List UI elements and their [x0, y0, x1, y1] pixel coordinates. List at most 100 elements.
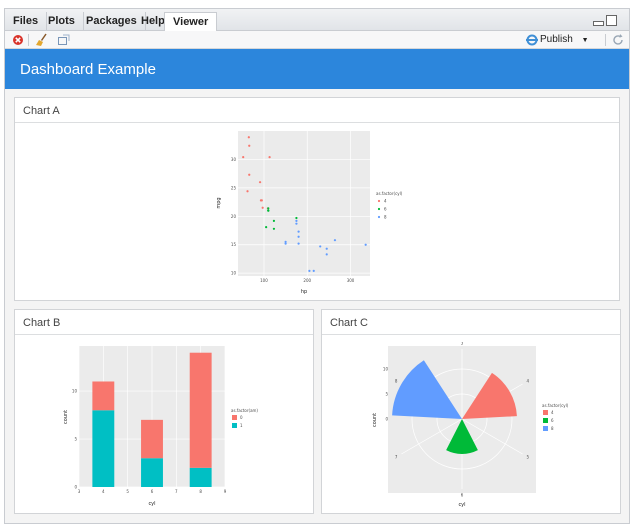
- card-title: Chart C: [330, 317, 368, 329]
- tab-label: Packages: [86, 15, 137, 27]
- publish-label: Publish: [540, 34, 573, 45]
- legend-key: [377, 215, 381, 219]
- theta-tick-label: 3: [461, 342, 464, 346]
- card-title: Chart A: [23, 105, 60, 117]
- legend-label: 6: [551, 418, 554, 423]
- bar-segment: [189, 467, 212, 487]
- x-tick-label: 100: [260, 278, 268, 283]
- y-tick-label: 10: [231, 271, 237, 276]
- r-tick-label: 10: [383, 367, 389, 372]
- x-tick-label: 6: [151, 489, 154, 494]
- plot-panel: [238, 131, 370, 276]
- legend-label: 4: [384, 199, 387, 204]
- legend-key: [232, 423, 237, 428]
- data-point: [260, 199, 263, 202]
- y-tick-label: 0: [74, 485, 77, 490]
- tab-files[interactable]: Files: [5, 12, 48, 31]
- publish-icon[interactable]: [525, 33, 539, 47]
- tab-plots[interactable]: Plots: [40, 12, 84, 31]
- data-point: [295, 222, 298, 225]
- data-point: [267, 207, 270, 210]
- data-point: [268, 156, 271, 159]
- card-chart-c: Chart C 3 4 5 6 7 8 0 5 10 cyl count as.factor(c…: [321, 309, 621, 514]
- data-point: [246, 190, 249, 193]
- data-point: [325, 247, 328, 250]
- data-point: [319, 245, 322, 248]
- legend-key: [543, 426, 548, 431]
- data-point: [247, 136, 250, 139]
- x-tick-label: 3: [78, 489, 81, 494]
- data-point: [248, 173, 251, 176]
- theta-tick-label: 5: [527, 455, 530, 460]
- legend-label: 8: [384, 215, 387, 220]
- x-axis-title: hp: [301, 289, 307, 295]
- tab-label: Help: [141, 15, 165, 27]
- card-header: Chart B: [15, 310, 313, 335]
- data-point: [258, 181, 262, 184]
- data-point: [297, 242, 300, 245]
- wedge: [446, 419, 478, 454]
- tab-viewer[interactable]: Viewer: [164, 12, 218, 32]
- data-point: [297, 235, 300, 238]
- data-point: [312, 269, 315, 272]
- legend-key: [377, 199, 381, 203]
- minimize-icon[interactable]: [593, 21, 604, 26]
- x-axis-title: cyl: [148, 501, 155, 507]
- viewer-content: Dashboard Example Chart A 100 200 300 10 15 2…: [5, 49, 629, 523]
- legend-label: 0: [240, 415, 243, 420]
- data-point: [272, 219, 276, 222]
- data-point: [325, 253, 328, 256]
- r-tick-label: 5: [385, 392, 388, 397]
- y-axis-title: mpg: [216, 197, 222, 208]
- data-point: [265, 225, 268, 229]
- theta-tick-label: 7: [395, 455, 398, 460]
- gridline: [461, 418, 523, 455]
- data-point: [248, 144, 251, 147]
- publish-button[interactable]: Publish ▼: [540, 33, 589, 47]
- tab-label: Plots: [48, 15, 75, 27]
- refresh-icon[interactable]: [611, 33, 625, 47]
- tab-label: Viewer: [173, 16, 209, 28]
- legend-label: 8: [551, 426, 554, 431]
- legend-title: as.factor(cyl): [542, 403, 569, 408]
- popout-icon[interactable]: [57, 33, 71, 47]
- x-tick-label: 200: [303, 278, 311, 283]
- x-tick-label: 4: [102, 489, 105, 494]
- bar-segment: [92, 381, 115, 411]
- viewer-toolbar: Publish ▼: [5, 31, 629, 49]
- broom-icon[interactable]: [35, 33, 49, 47]
- toolbar-divider: [605, 34, 606, 46]
- data-point: [242, 156, 245, 159]
- theta-tick-label: 4: [527, 379, 530, 384]
- pane-tabbar: Files Plots Packages Help Viewer: [5, 9, 629, 32]
- data-point: [364, 243, 367, 246]
- data-point: [267, 209, 270, 212]
- legend-label: 4: [551, 410, 554, 415]
- legend-key: [232, 415, 237, 420]
- wedge: [462, 372, 517, 419]
- chart-a-plot: 100 200 300 10 15 20 25 30 hp mpg as.factor(cyl…: [216, 131, 403, 295]
- chevron-down-icon: ▼: [581, 37, 589, 44]
- gridline: [401, 418, 463, 455]
- tab-label: Files: [13, 15, 39, 27]
- tab-packages[interactable]: Packages: [78, 12, 146, 31]
- card-title: Chart B: [23, 317, 61, 329]
- data-point: [284, 240, 287, 243]
- bar-segment: [189, 352, 212, 468]
- data-point: [284, 242, 287, 245]
- stop-icon[interactable]: [11, 33, 25, 47]
- data-point: [308, 269, 311, 272]
- dashboard-header: Dashboard Example: [5, 49, 629, 89]
- card-header: Chart A: [15, 98, 619, 123]
- y-tick-label: 5: [74, 437, 77, 442]
- card-header: Chart C: [322, 310, 620, 335]
- legend-title: as.factor(am): [231, 408, 258, 413]
- r-tick-label: 0: [385, 417, 388, 422]
- toolbar-divider: [28, 34, 29, 46]
- chart-b-plot: 3 4 5 6 7 8 9 0 5 10 cyl count as.factor(am) 0 1: [63, 346, 258, 507]
- y-axis-title: count: [372, 413, 378, 427]
- bar-segment: [92, 410, 115, 487]
- y-tick-label: 10: [72, 389, 78, 394]
- theta-tick-label: 6: [461, 493, 464, 498]
- maximize-icon[interactable]: [606, 15, 617, 26]
